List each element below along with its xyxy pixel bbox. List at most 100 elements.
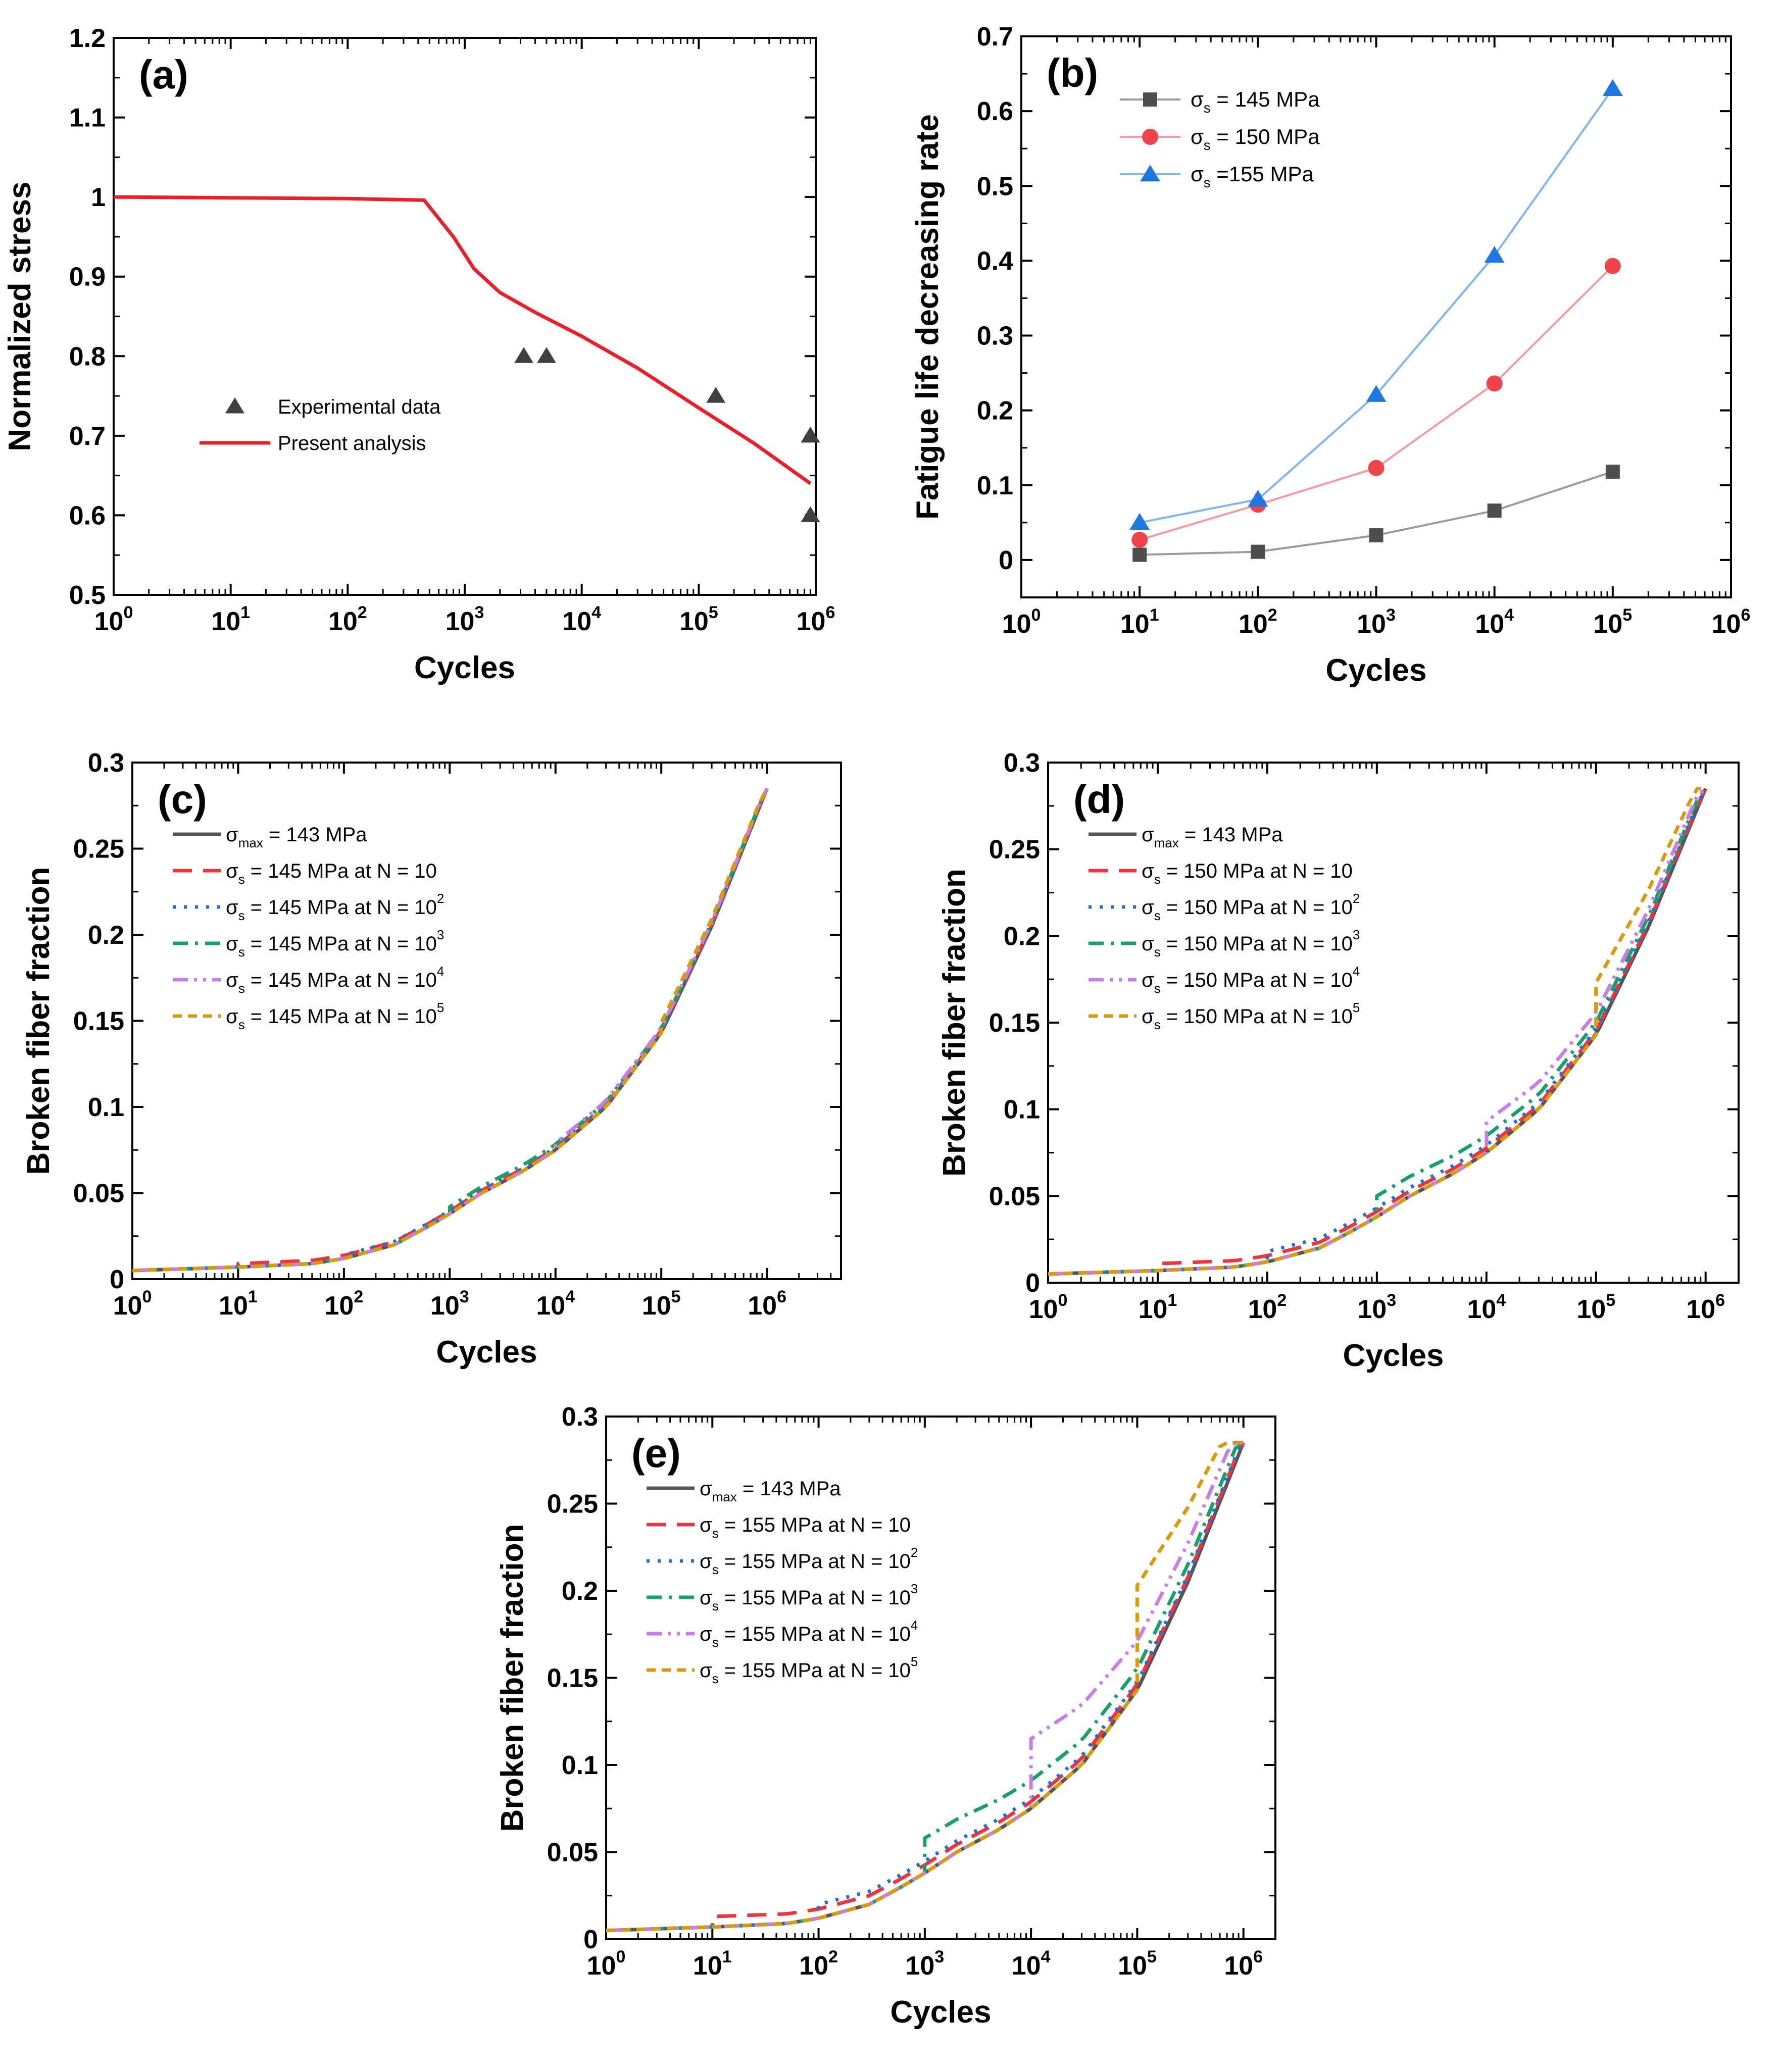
series-line-5 [1048, 787, 1706, 1276]
data-point-series-1 [1486, 375, 1503, 392]
y-tick-label: 0.6 [69, 501, 106, 530]
y-tick-label: 0.9 [69, 263, 106, 292]
x-tick-label: 105 [642, 1287, 681, 1321]
legend-label-4: σs = 150 MPa at N = 104 [1142, 964, 1360, 996]
x-tick-label: 103 [905, 1947, 944, 1981]
data-point-series-0 [1605, 465, 1620, 479]
legend-label-4: σs = 155 MPa at N = 104 [700, 1618, 918, 1650]
y-tick-label: 0.2 [1004, 922, 1040, 951]
y-tick-label: 0.25 [547, 1490, 598, 1519]
y-tick-label: 0.15 [73, 1007, 124, 1036]
panel-c-broken-fiber-chart: 100 101 102 103 104 105 106 0 0.05 0.1 0.15 0.2 0.25… [0, 707, 874, 1394]
x-tick-label: 100 [94, 603, 133, 636]
legend-marker-1 [1142, 129, 1158, 145]
y-tick-label: 0.1 [1004, 1095, 1040, 1125]
legend-marker-0 [1143, 92, 1157, 107]
panel-label: (c) [158, 777, 207, 822]
series-line-present-analysis [113, 195, 812, 485]
y-tick-label: 0.2 [88, 921, 124, 950]
y-tick-label: 0.7 [977, 22, 1013, 52]
data-point-experimental [706, 387, 726, 403]
series-line-1 [1139, 265, 1614, 541]
y-tick-label: 0.15 [547, 1664, 598, 1693]
x-axis-label: Cycles [891, 1995, 992, 2030]
x-tick-label: 106 [1224, 1947, 1263, 1981]
x-tick-label: 103 [1357, 605, 1396, 639]
legend-label-3: σs = 145 MPa at N = 103 [226, 927, 444, 959]
y-tick-label: 0.25 [989, 835, 1040, 865]
y-tick-label: 0 [1025, 1269, 1040, 1298]
data-point-series-1 [1604, 258, 1621, 274]
y-tick-label: 0 [999, 546, 1013, 575]
y-tick-label: 0 [110, 1265, 124, 1294]
x-tick-label: 101 [1120, 605, 1159, 639]
legend-label-2: σs = 145 MPa at N = 102 [226, 891, 444, 923]
y-tick-label: 0.3 [1004, 748, 1040, 778]
y-tick-label: 1 [91, 183, 106, 212]
data-point-series-1 [1368, 460, 1385, 476]
x-tick-label: 101 [219, 1287, 258, 1321]
y-tick-label: 0.4 [977, 246, 1013, 276]
legend-marker-2 [1140, 165, 1160, 182]
y-tick-label: 0.05 [989, 1182, 1040, 1211]
x-tick-label: 105 [1576, 1291, 1615, 1324]
x-tick-label: 100 [1002, 605, 1041, 639]
chart-b-svg: 100 101 102 103 104 105 106 0 0.1 0.2 0.3 0.4 0.5 0.6… [910, 22, 1750, 688]
series-line-5 [132, 787, 769, 1273]
legend-label-1: σs = 145 MPa at N = 10 [226, 860, 437, 887]
y-tick-label: 0.1 [977, 471, 1013, 500]
panel-label: (a) [139, 52, 188, 97]
y-tick-label: 0.25 [73, 835, 124, 864]
legend-label-4: σs = 145 MPa at N = 104 [226, 964, 444, 996]
y-tick-label: 0.3 [977, 322, 1013, 351]
data-point-series-2 [1129, 513, 1150, 530]
panel-b-fatigue-life-chart: 100 101 102 103 104 105 106 0 0.1 0.2 0.3 0.4 0.5 0.6… [889, 0, 1779, 707]
x-tick-label: 104 [1467, 1291, 1506, 1324]
x-tick-label: 105 [679, 603, 718, 636]
y-tick-label: 1.1 [69, 104, 106, 133]
y-tick-label: 0.8 [69, 342, 106, 371]
x-axis-label: Cycles [1326, 653, 1427, 688]
y-tick-label: 0.3 [88, 748, 124, 778]
y-tick-label: 0.6 [977, 97, 1013, 126]
y-tick-label: 0.5 [977, 172, 1013, 201]
y-tick-label: 0.05 [73, 1179, 124, 1208]
data-point-series-2 [1602, 79, 1623, 96]
legend-label-5: σs = 155 MPa at N = 105 [700, 1654, 918, 1686]
x-tick-label: 100 [113, 1287, 152, 1321]
x-tick-label: 102 [799, 1947, 838, 1981]
y-tick-label: 0.2 [562, 1577, 598, 1606]
x-tick-label: 104 [536, 1287, 575, 1321]
chart-c-svg: 100 101 102 103 104 105 106 0 0.05 0.1 0.15 0.2 0.25… [21, 748, 842, 1370]
panel-d-broken-fiber-chart: 100 101 102 103 104 105 106 0 0.05 0.1 0.15 0.2 0.25… [889, 707, 1779, 1394]
legend-label-0: σs = 145 MPa [1191, 87, 1320, 116]
x-axis-label: Cycles [414, 650, 515, 685]
legend-label-3: σs = 155 MPa at N = 103 [700, 1581, 918, 1613]
series-line-2 [1139, 88, 1614, 524]
x-tick-label: 106 [797, 603, 835, 636]
legend-label-1: σs = 150 MPa [1191, 125, 1320, 153]
y-tick-label: 0.5 [69, 581, 106, 610]
y-tick-label: 0 [583, 1925, 598, 1954]
data-point-series-2 [1366, 385, 1387, 402]
x-tick-label: 106 [748, 1287, 786, 1321]
x-tick-label: 102 [328, 603, 367, 636]
x-tick-label: 105 [1118, 1947, 1157, 1981]
x-tick-label: 106 [1686, 1291, 1725, 1324]
x-tick-label: 101 [1139, 1291, 1177, 1324]
chart-d-svg: 100 101 102 103 104 105 106 0 0.05 0.1 0.15 0.2 0.25… [937, 748, 1740, 1373]
legend-label-1: σs = 155 MPa at N = 10 [700, 1514, 911, 1541]
x-axis-label: Cycles [436, 1335, 537, 1370]
legend-label-0: σmax = 143 MPa [700, 1478, 841, 1504]
y-axis-label: Normalized stress [3, 181, 37, 451]
data-point-series-0 [1132, 547, 1147, 562]
legend-label-5: σs = 145 MPa at N = 105 [226, 1000, 444, 1032]
data-point-series-0 [1487, 503, 1502, 518]
chart-a-svg: 100 101 102 103 104 105 106 0.5 0.6 0.7 0.8 0.9 1 1.1… [3, 24, 835, 685]
y-axis-label: Fatigue life decreasing rate [910, 114, 945, 520]
data-point-experimental [801, 506, 820, 522]
x-tick-label: 101 [211, 603, 250, 636]
data-point-experimental [537, 347, 556, 363]
legend-label-5: σs = 150 MPa at N = 105 [1142, 1000, 1360, 1032]
x-tick-label: 102 [1248, 1291, 1287, 1324]
